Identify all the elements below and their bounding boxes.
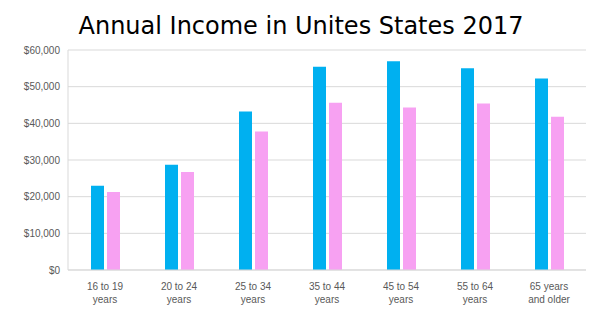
svg-text:$30,000: $30,000 — [24, 155, 61, 166]
svg-text:$40,000: $40,000 — [24, 118, 61, 129]
svg-text:$10,000: $10,000 — [24, 228, 61, 239]
svg-text:$60,000: $60,000 — [24, 45, 61, 56]
svg-text:$20,000: $20,000 — [24, 191, 61, 202]
svg-text:20 to 24years: 20 to 24years — [161, 281, 198, 305]
html-text:Annual Income in Unites States: Annual Income in Unites States 2017 — [78, 12, 524, 40]
svg-text:45 to 54years: 45 to 54years — [383, 281, 420, 305]
svg-text:$0: $0 — [49, 265, 61, 276]
svg-text:35 to 44years: 35 to 44years — [309, 281, 346, 305]
svg-text:55 to 64years: 55 to 64years — [457, 281, 494, 305]
svg-text:$50,000: $50,000 — [24, 81, 61, 92]
svg-text:65 yearsand older: 65 yearsand older — [528, 281, 570, 305]
svg-text:16 to 19years: 16 to 19years — [87, 281, 124, 305]
svg-text:25 to 34years: 25 to 34years — [235, 281, 272, 305]
